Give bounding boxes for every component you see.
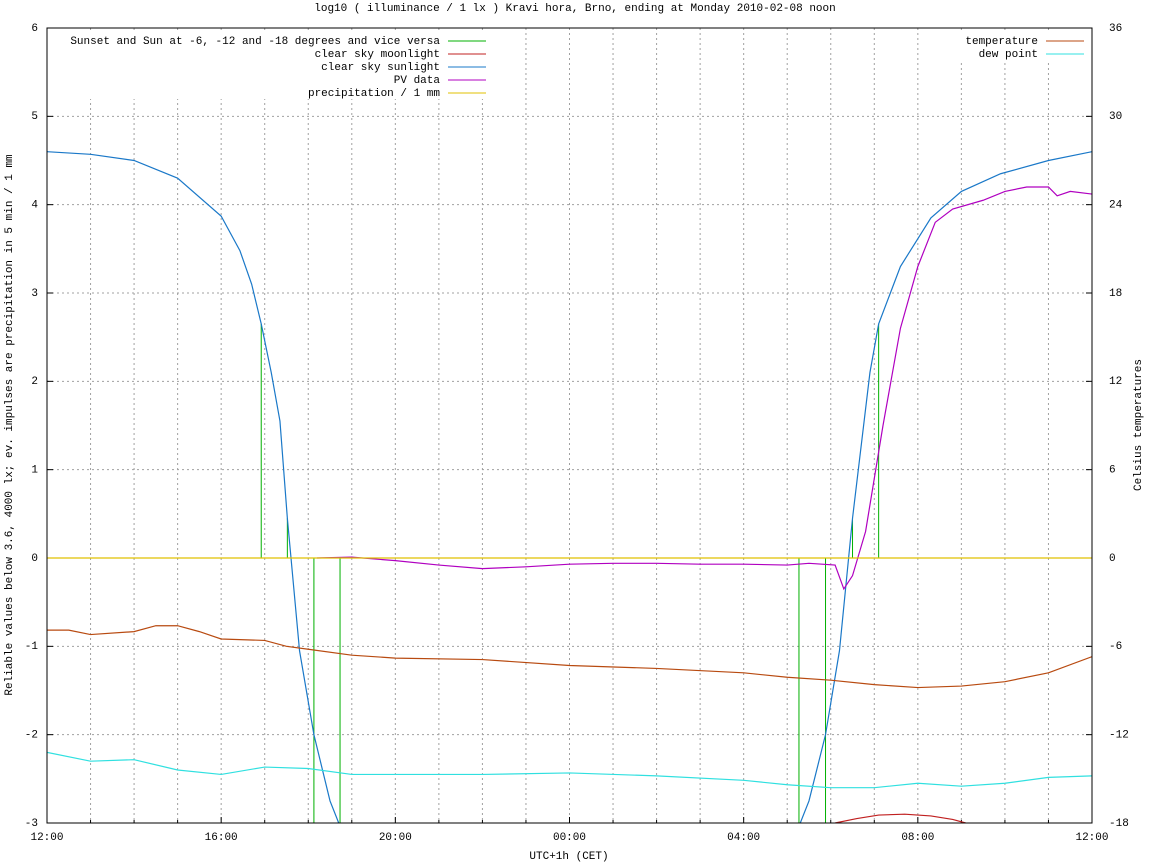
y2-tick-label: 24 [1109, 200, 1123, 212]
y-axis-label: Reliable values below 3.6, 4000 lx; ev. … [4, 154, 16, 696]
x-axis-label: UTC+1h (CET) [529, 851, 608, 863]
series-line [47, 751, 1092, 789]
series-line [47, 625, 1092, 689]
series-line [47, 151, 1092, 823]
legend-label: precipitation / 1 mm [308, 88, 440, 100]
legend-label: Sunset and Sun at -6, -12 and -18 degree… [70, 36, 440, 48]
y2-tick-label: 30 [1109, 111, 1122, 123]
y2-tick-label: 6 [1109, 465, 1116, 477]
x-tick-label: 20:00 [379, 832, 412, 844]
legend-background [958, 30, 1088, 60]
legend-label: clear sky moonlight [315, 49, 440, 61]
legend-label: dew point [979, 49, 1038, 61]
y2-tick-label: 18 [1109, 288, 1122, 300]
legend-label: clear sky sunlight [321, 62, 440, 74]
y2-tick-label: -6 [1109, 641, 1122, 653]
y2-axis-label: Celsius temperatures [1133, 359, 1145, 491]
y-tick-label: 3 [31, 288, 38, 300]
y2-tick-label: 0 [1109, 553, 1116, 565]
y-tick-label: 4 [31, 200, 38, 212]
legend-label: PV data [394, 75, 441, 87]
x-tick-label: 12:00 [1075, 832, 1108, 844]
y-tick-label: 5 [31, 111, 38, 123]
chart-title: log10 ( illuminance / 1 lx ) Kravi hora,… [314, 3, 836, 15]
y-tick-label: 2 [31, 376, 38, 388]
x-tick-label: 04:00 [727, 832, 760, 844]
y2-tick-label: 12 [1109, 376, 1122, 388]
x-tick-label: 00:00 [553, 832, 586, 844]
plot-frame [46, 27, 1093, 824]
x-tick-label: 08:00 [901, 832, 934, 844]
y2-tick-label: -18 [1109, 818, 1129, 830]
y-tick-label: -2 [25, 730, 38, 742]
plot-area [47, 151, 1092, 823]
y2-tick-label: -12 [1109, 730, 1129, 742]
y-tick-label: 1 [31, 465, 38, 477]
y-tick-label: -3 [25, 818, 38, 830]
series-line [834, 813, 966, 823]
legend-label: temperature [965, 36, 1038, 48]
series-line [316, 186, 1092, 591]
legend-background [48, 30, 493, 99]
x-tick-label: 12:00 [30, 832, 63, 844]
y-tick-label: -1 [25, 641, 39, 653]
y2-tick-label: 36 [1109, 23, 1122, 35]
y-tick-label: 0 [31, 553, 38, 565]
x-tick-label: 16:00 [205, 832, 238, 844]
y-tick-label: 6 [31, 23, 38, 35]
